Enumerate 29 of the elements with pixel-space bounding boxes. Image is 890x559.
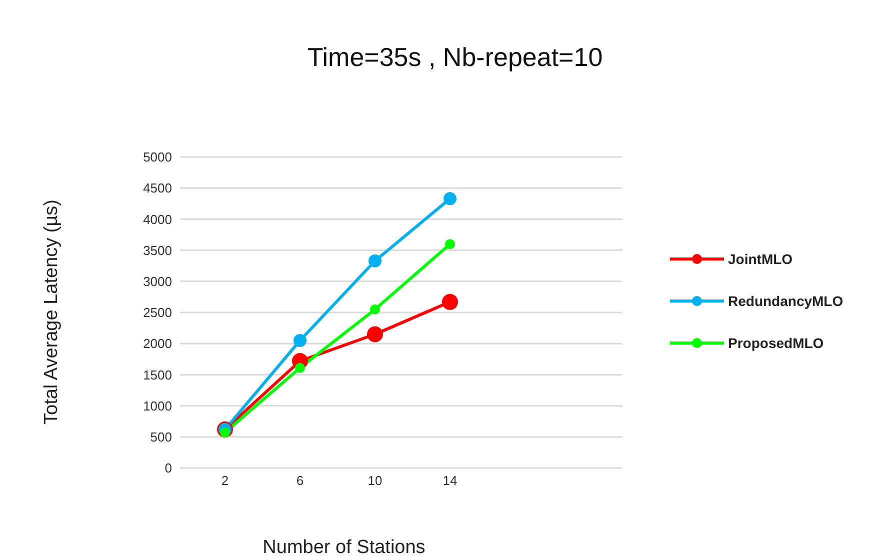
x-tick-label: 14	[442, 473, 458, 488]
chart-title: Time=35s , Nb-repeat=10	[306, 42, 604, 73]
y-tick-label: 3500	[143, 242, 172, 258]
x-tick-label: 6	[296, 473, 304, 488]
y-tick-label: 2000	[143, 336, 172, 352]
point	[367, 326, 383, 342]
y-tick-label: 4000	[143, 212, 172, 227]
point	[444, 192, 456, 206]
y-tick-label: 4500	[143, 180, 172, 196]
y-tick-label: 0	[164, 460, 172, 476]
x-tick-label: 2	[221, 473, 229, 488]
point	[442, 294, 458, 310]
y-tick-label: 1500	[143, 367, 172, 382]
point	[294, 334, 306, 347]
x-tick-label: 10	[368, 473, 382, 488]
point	[445, 239, 455, 250]
y-axis-title: Total Average Latency (µs)	[41, 200, 63, 424]
y-tick-label: 1000	[143, 398, 172, 414]
legend-label: RedundancyMLO	[728, 293, 844, 309]
point	[370, 304, 380, 314]
y-tick-label: 500	[150, 430, 172, 445]
y-tick-label: 5000	[143, 150, 172, 165]
y-tick-label: 2500	[143, 305, 172, 320]
legend-label: JointMLO	[728, 251, 793, 267]
legend-label: ProposedMLO	[728, 335, 824, 351]
point	[295, 362, 305, 373]
y-tick-label: 3000	[143, 274, 172, 290]
point	[368, 254, 382, 268]
x-axis-title: Number of Stations	[262, 537, 426, 559]
